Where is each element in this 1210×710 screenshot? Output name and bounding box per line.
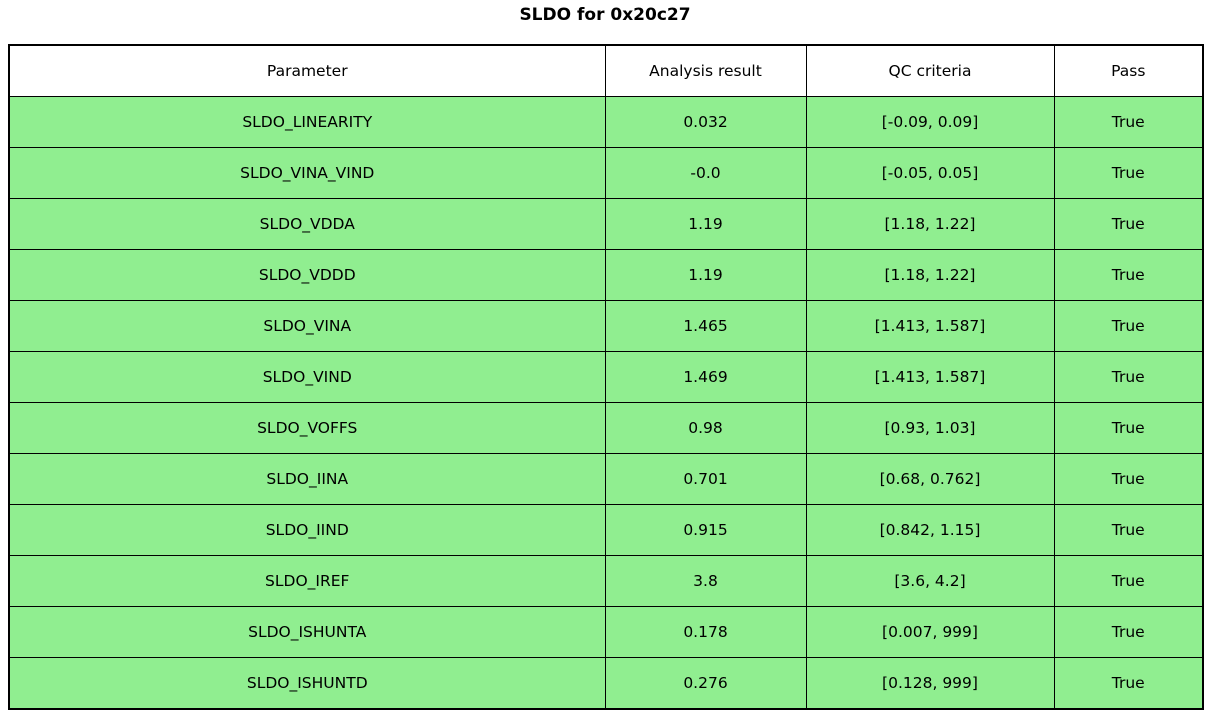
cell-analysis-result: 1.465 (604, 300, 807, 352)
cell-qc-criteria: [0.842, 1.15] (805, 504, 1055, 556)
cell-pass: True (1053, 606, 1204, 658)
table-row: SLDO_VINA 1.465 [1.413, 1.587] True (8, 300, 1204, 352)
cell-pass: True (1053, 657, 1204, 710)
table-body: SLDO_LINEARITY 0.032 [-0.09, 0.09] True … (8, 96, 1204, 710)
cell-pass: True (1053, 351, 1204, 403)
cell-pass: True (1053, 504, 1204, 556)
cell-analysis-result: 0.276 (604, 657, 807, 710)
col-header-parameter: Parameter (8, 44, 606, 97)
cell-qc-criteria: [3.6, 4.2] (805, 555, 1055, 607)
cell-analysis-result: 1.19 (604, 198, 807, 250)
cell-pass: True (1053, 249, 1204, 301)
cell-analysis-result: -0.0 (604, 147, 807, 199)
cell-analysis-result: 3.8 (604, 555, 807, 607)
cell-parameter: SLDO_VDDA (8, 198, 606, 250)
table-row: SLDO_VDDD 1.19 [1.18, 1.22] True (8, 249, 1204, 301)
cell-parameter: SLDO_VINA_VIND (8, 147, 606, 199)
cell-pass: True (1053, 402, 1204, 454)
table-row: SLDO_VIND 1.469 [1.413, 1.587] True (8, 351, 1204, 403)
table-row: SLDO_IIND 0.915 [0.842, 1.15] True (8, 504, 1204, 556)
cell-qc-criteria: [-0.09, 0.09] (805, 96, 1055, 148)
cell-analysis-result: 1.469 (604, 351, 807, 403)
table-row: SLDO_ISHUNTD 0.276 [0.128, 999] True (8, 657, 1204, 710)
cell-pass: True (1053, 96, 1204, 148)
cell-pass: True (1053, 453, 1204, 505)
cell-qc-criteria: [0.007, 999] (805, 606, 1055, 658)
cell-pass: True (1053, 555, 1204, 607)
cell-parameter: SLDO_VINA (8, 300, 606, 352)
cell-qc-criteria: [1.18, 1.22] (805, 198, 1055, 250)
cell-parameter: SLDO_IREF (8, 555, 606, 607)
cell-pass: True (1053, 198, 1204, 250)
cell-qc-criteria: [0.68, 0.762] (805, 453, 1055, 505)
cell-parameter: SLDO_VDDD (8, 249, 606, 301)
table-row: SLDO_IREF 3.8 [3.6, 4.2] True (8, 555, 1204, 607)
cell-parameter: SLDO_LINEARITY (8, 96, 606, 148)
table-row: SLDO_ISHUNTA 0.178 [0.007, 999] True (8, 606, 1204, 658)
col-header-pass: Pass (1053, 44, 1204, 97)
table-row: SLDO_VOFFS 0.98 [0.93, 1.03] True (8, 402, 1204, 454)
cell-pass: True (1053, 147, 1204, 199)
cell-analysis-result: 1.19 (604, 249, 807, 301)
cell-analysis-result: 0.178 (604, 606, 807, 658)
col-header-qc-criteria: QC criteria (805, 44, 1055, 97)
cell-parameter: SLDO_VOFFS (8, 402, 606, 454)
cell-qc-criteria: [-0.05, 0.05] (805, 147, 1055, 199)
cell-qc-criteria: [1.413, 1.587] (805, 351, 1055, 403)
cell-qc-criteria: [0.93, 1.03] (805, 402, 1055, 454)
cell-parameter: SLDO_ISHUNTA (8, 606, 606, 658)
cell-analysis-result: 0.915 (604, 504, 807, 556)
table-row: SLDO_IINA 0.701 [0.68, 0.762] True (8, 453, 1204, 505)
cell-qc-criteria: [1.18, 1.22] (805, 249, 1055, 301)
cell-parameter: SLDO_ISHUNTD (8, 657, 606, 710)
table-row: SLDO_VINA_VIND -0.0 [-0.05, 0.05] True (8, 147, 1204, 199)
cell-parameter: SLDO_IINA (8, 453, 606, 505)
cell-analysis-result: 0.98 (604, 402, 807, 454)
qc-results-table: Parameter Analysis result QC criteria Pa… (8, 44, 1204, 710)
col-header-analysis-result: Analysis result (604, 44, 807, 97)
figure-title: SLDO for 0x20c27 (519, 5, 691, 25)
cell-analysis-result: 0.701 (604, 453, 807, 505)
table-row: SLDO_VDDA 1.19 [1.18, 1.22] True (8, 198, 1204, 250)
cell-parameter: SLDO_IIND (8, 504, 606, 556)
cell-qc-criteria: [0.128, 999] (805, 657, 1055, 710)
header-row: Parameter Analysis result QC criteria Pa… (8, 44, 1204, 97)
cell-analysis-result: 0.032 (604, 96, 807, 148)
cell-qc-criteria: [1.413, 1.587] (805, 300, 1055, 352)
table-row: SLDO_LINEARITY 0.032 [-0.09, 0.09] True (8, 96, 1204, 148)
cell-parameter: SLDO_VIND (8, 351, 606, 403)
cell-pass: True (1053, 300, 1204, 352)
